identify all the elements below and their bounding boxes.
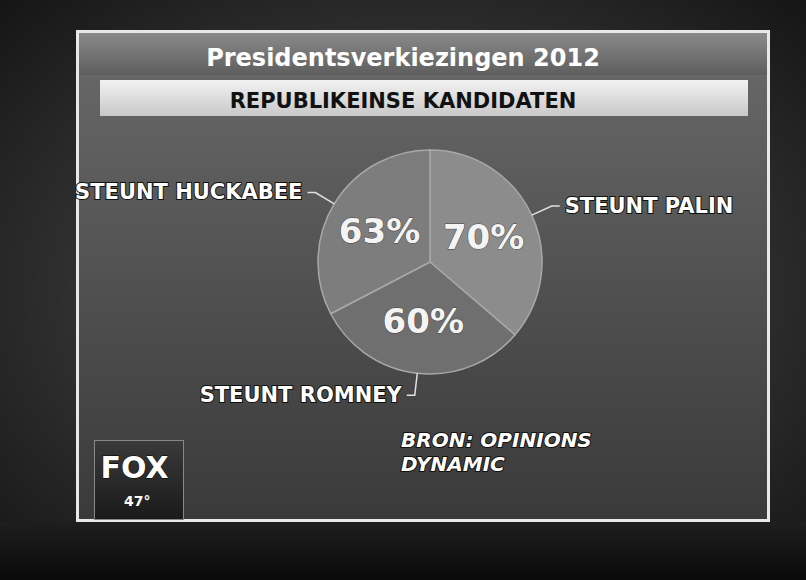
svg-text:FOX: FOX: [101, 450, 169, 485]
svg-text:60%: 60%: [383, 301, 464, 341]
svg-text:Presidentsverkiezingen 2012: Presidentsverkiezingen 2012: [206, 44, 600, 72]
svg-text:BRON: OPINIONS: BRON: OPINIONS: [401, 428, 599, 452]
svg-text:STEUNT HUCKABEE: STEUNT HUCKABEE: [75, 180, 302, 204]
svg-text:STEUNT ROMNEY: STEUNT ROMNEY: [200, 383, 403, 407]
svg-text:DYNAMIC: DYNAMIC: [401, 452, 505, 476]
svg-text:70%: 70%: [443, 217, 524, 257]
svg-text:47°: 47°: [124, 493, 150, 509]
svg-text:STEUNT PALIN: STEUNT PALIN: [565, 194, 734, 218]
svg-text:63%: 63%: [339, 211, 420, 251]
svg-text:REPUBLIKEINSE KANDIDATEN: REPUBLIKEINSE KANDIDATEN: [230, 89, 577, 113]
